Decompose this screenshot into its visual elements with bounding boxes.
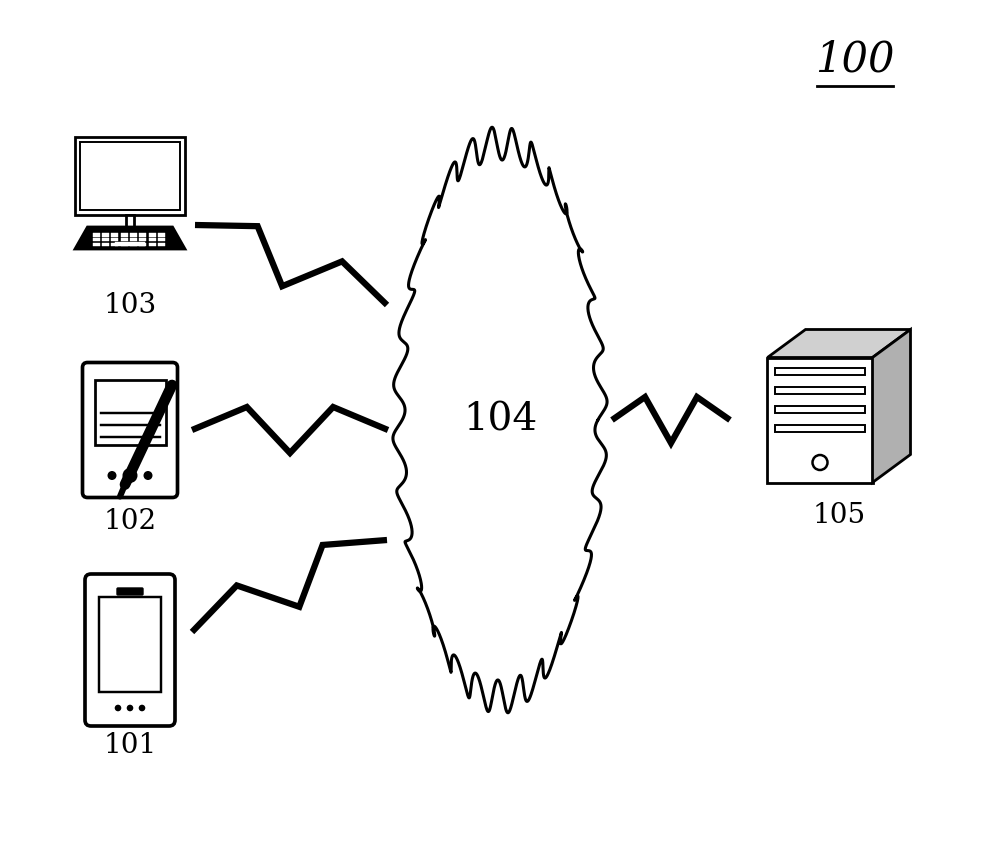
Circle shape [139,705,145,711]
Bar [121,238,128,241]
Bar [111,234,118,236]
Bar [139,234,146,236]
Text: 104: 104 [463,401,537,439]
Text: 100: 100 [815,39,895,81]
Bar [130,243,137,246]
Circle shape [115,705,121,711]
Polygon shape [393,128,607,713]
Bar [80,142,180,210]
Bar [130,238,137,241]
Circle shape [122,468,138,483]
Bar [121,234,128,236]
Bar [94,380,166,445]
FancyBboxPatch shape [82,362,178,497]
Bar [111,238,118,241]
Bar [111,243,118,246]
Bar [158,234,165,236]
Text: 102: 102 [103,508,157,535]
Bar [115,242,145,246]
Bar [92,243,100,246]
Bar [158,243,165,246]
Text: 103: 103 [103,292,157,319]
Bar [775,387,864,394]
Bar [126,215,134,227]
Circle shape [127,705,133,711]
FancyBboxPatch shape [117,588,143,595]
Bar [121,243,128,246]
Bar [775,425,864,433]
Text: 105: 105 [812,502,866,529]
Text: 101: 101 [103,732,157,759]
Bar [130,234,137,236]
Bar [775,368,864,375]
Bar [92,238,100,241]
Circle shape [108,471,117,480]
Bar [158,238,165,241]
Bar [99,597,161,692]
FancyBboxPatch shape [85,574,175,726]
Bar [102,243,109,246]
Bar [139,238,146,241]
Bar [102,234,109,236]
Circle shape [144,471,152,480]
Bar [149,238,156,241]
Polygon shape [767,330,910,358]
Bar [92,234,100,236]
Bar [149,243,156,246]
Polygon shape [872,330,910,483]
Bar [767,358,872,483]
Polygon shape [75,227,185,249]
Bar [139,243,146,246]
Bar [102,238,109,241]
Bar [149,234,156,236]
Bar [775,405,864,413]
Bar [75,137,185,215]
